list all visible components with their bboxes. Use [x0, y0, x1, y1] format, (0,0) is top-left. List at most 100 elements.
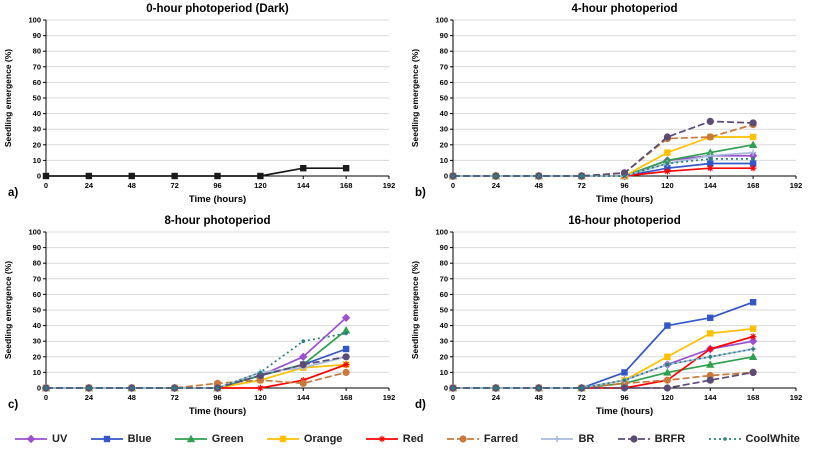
y-tick-label: 100 — [435, 228, 448, 237]
y-tick-label: 20 — [440, 140, 448, 149]
legend-marker-brfr-icon — [617, 434, 650, 443]
panel-label: b) — [415, 187, 426, 199]
x-tick-label: 120 — [254, 393, 267, 402]
y-tick-label: 20 — [33, 352, 41, 361]
y-tick-label: 20 — [33, 140, 41, 149]
chart-16h-photoperiod: 0 10 20 30 40 50 60 70 80 90 100 0 24 48 72 96 120 144 168… — [407, 212, 814, 424]
x-axis-label: Time (hours) — [189, 406, 246, 417]
gridlines — [46, 231, 389, 373]
y-tick-label: 80 — [33, 47, 41, 56]
legend-label: BR — [578, 432, 595, 445]
x-tick-label: 192 — [790, 393, 803, 402]
x-tick-label: 168 — [747, 393, 760, 402]
legend-item-uv: UV — [14, 433, 67, 445]
chart-title: 0-hour photoperiod (Dark) — [146, 3, 289, 15]
chart-8h-photoperiod: 0 10 20 30 40 50 60 70 80 90 100 0 24 48 72 96 120 144 168… — [0, 212, 407, 424]
legend-label: Orange — [303, 432, 343, 445]
x-tick-label: 72 — [577, 181, 585, 190]
y-tick-label: 0 — [37, 172, 41, 181]
x-tick-label: 192 — [790, 181, 803, 190]
y-tick-label: 10 — [440, 156, 448, 165]
x-tick-label: 48 — [535, 181, 543, 190]
axes: 0 10 20 30 40 50 60 70 80 90 100 0 24 48 72 96 120 144 168… — [435, 228, 802, 403]
x-tick-label: 120 — [661, 181, 674, 190]
gridlines — [46, 19, 389, 161]
chart-svg: 0 10 20 30 40 50 60 70 80 90 100 0 24 48 72 96 120 144 168… — [410, 3, 803, 205]
x-tick-label: 0 — [44, 393, 48, 402]
y-tick-label: 100 — [28, 16, 41, 25]
legend-item-coolwhite: CoolWhite — [708, 433, 800, 445]
legend-label: Green — [211, 432, 244, 445]
y-tick-label: 50 — [33, 306, 41, 315]
chart-title: 16-hour photoperiod — [568, 215, 680, 227]
legend-label: CoolWhite — [745, 432, 800, 445]
y-tick-label: 40 — [440, 109, 448, 118]
y-tick-label: 30 — [33, 125, 41, 134]
y-tick-label: 70 — [440, 62, 448, 71]
y-tick-label: 40 — [440, 321, 448, 330]
legend-label: Red — [402, 432, 424, 445]
y-tick-label: 30 — [440, 125, 448, 134]
x-axis-label: Time (hours) — [596, 406, 653, 417]
x-tick-label: 0 — [451, 393, 455, 402]
panel-label: a) — [8, 187, 18, 199]
y-tick-label: 90 — [33, 243, 41, 252]
x-tick-label: 144 — [297, 393, 310, 402]
axes: 0 10 20 30 40 50 60 70 80 90 100 0 24 48 72 96 120 144 168… — [28, 16, 395, 191]
y-tick-label: 60 — [33, 78, 41, 87]
series-coolwhite — [451, 347, 755, 390]
series-brfr — [449, 117, 757, 180]
x-tick-label: 96 — [620, 181, 628, 190]
legend-marker-farred-icon — [446, 434, 479, 443]
x-tick-label: 168 — [747, 181, 760, 190]
y-tick-label: 0 — [444, 384, 448, 393]
y-tick-label: 90 — [440, 31, 448, 40]
legend-item-blue: Blue — [90, 433, 151, 445]
legend-marker-red-icon — [365, 435, 398, 442]
chart-grid: 0 10 20 30 40 50 60 70 80 90 100 0 24 48 72 96 120 144 168… — [0, 0, 814, 424]
y-tick-label: 30 — [33, 337, 41, 346]
series-dark — [42, 165, 350, 180]
x-tick-label: 48 — [128, 393, 136, 402]
x-tick-label: 48 — [128, 181, 136, 190]
y-tick-label: 60 — [440, 78, 448, 87]
x-tick-label: 24 — [85, 181, 94, 190]
x-tick-label: 144 — [704, 181, 717, 190]
x-tick-label: 0 — [44, 181, 48, 190]
y-tick-label: 80 — [440, 259, 448, 268]
panel-label: c) — [8, 399, 18, 411]
x-tick-label: 192 — [383, 181, 396, 190]
y-axis-label: Seedling emergence (%) — [410, 261, 420, 359]
x-tick-label: 192 — [383, 393, 396, 402]
chart-svg: 0 10 20 30 40 50 60 70 80 90 100 0 24 48 72 96 120 144 168… — [3, 3, 395, 205]
y-axis-label: Seedling emergence (%) — [3, 261, 13, 359]
x-tick-label: 168 — [340, 181, 353, 190]
x-tick-label: 72 — [170, 181, 178, 190]
y-tick-label: 70 — [33, 274, 41, 283]
chart-4h-photoperiod: 0 10 20 30 40 50 60 70 80 90 100 0 24 48 72 96 120 144 168… — [407, 0, 814, 212]
legend-item-brfr: BRFR — [617, 433, 685, 445]
chart-0h-photoperiod: 0 10 20 30 40 50 60 70 80 90 100 0 24 48 72 96 120 144 168… — [0, 0, 407, 212]
x-axis-label: Time (hours) — [596, 194, 653, 205]
gridlines — [453, 19, 796, 161]
legend-item-orange: Orange — [266, 432, 343, 445]
y-tick-label: 10 — [440, 368, 448, 377]
y-tick-label: 50 — [440, 306, 448, 315]
y-tick-label: 40 — [33, 109, 41, 118]
x-tick-label: 120 — [254, 181, 267, 190]
y-tick-label: 0 — [37, 384, 41, 393]
x-tick-label: 0 — [451, 181, 455, 190]
x-tick-label: 168 — [340, 393, 353, 402]
legend-marker-orange-icon — [266, 435, 299, 442]
y-tick-label: 20 — [440, 352, 448, 361]
y-tick-label: 70 — [33, 62, 41, 71]
y-tick-label: 10 — [33, 156, 41, 165]
y-tick-label: 80 — [33, 259, 41, 268]
axes: 0 10 20 30 40 50 60 70 80 90 100 0 24 48 72 96 120 144 168… — [28, 228, 395, 403]
y-tick-label: 0 — [444, 172, 448, 181]
y-tick-label: 80 — [440, 47, 448, 56]
x-tick-label: 96 — [213, 181, 221, 190]
x-tick-label: 96 — [213, 393, 221, 402]
y-axis-label: Seedling emergence (%) — [3, 49, 13, 147]
